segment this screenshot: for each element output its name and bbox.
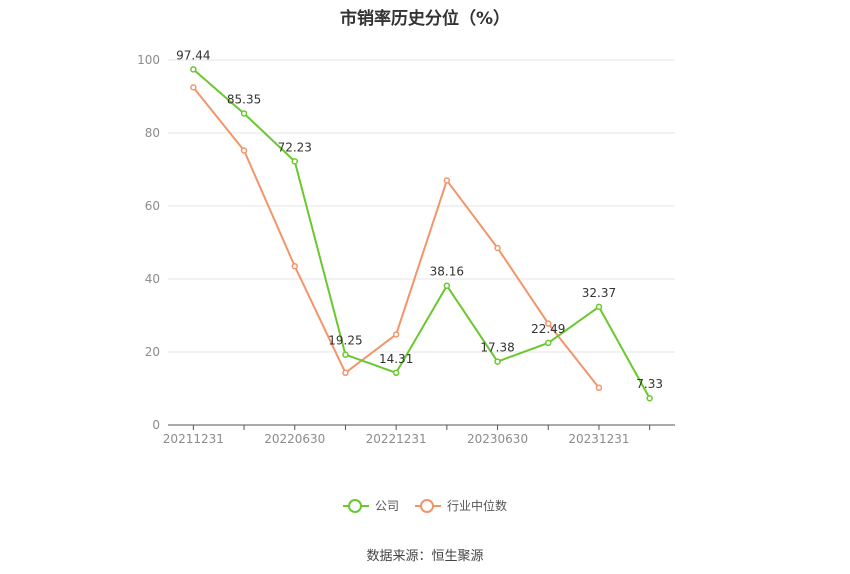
data-label: 22.49 <box>531 322 565 336</box>
legend-company-symbol-icon <box>342 498 369 513</box>
axes: 0 20 40 60 80 100 20211231 20220630 20221231 2023… <box>137 53 675 446</box>
series-points <box>190 66 653 402</box>
legend-item-industry[interactable]: 行业中位数 <box>415 497 507 514</box>
data-point-industry <box>545 320 552 327</box>
legend-industry-symbol-icon <box>415 498 441 513</box>
data-label: 7.33 <box>636 377 663 391</box>
data-label: 85.35 <box>227 92 261 106</box>
data-point-company <box>443 282 451 289</box>
x-tick-label: 20221231 <box>366 432 427 446</box>
data-point-company <box>190 66 197 73</box>
data-point-industry <box>595 384 603 392</box>
data-label: 72.23 <box>278 140 312 154</box>
gridlines <box>168 59 675 353</box>
chart-title: 市销率历史分位（%） <box>339 9 511 29</box>
legend: 公司 行业中位数 <box>0 497 850 514</box>
data-point-company <box>392 369 400 377</box>
data-point-company <box>646 394 653 402</box>
y-tick-label: 80 <box>145 126 160 140</box>
data-point-company <box>595 303 603 311</box>
y-tick-label: 0 <box>152 418 160 432</box>
data-point-company <box>291 158 298 165</box>
y-tick-label: 60 <box>145 199 160 213</box>
data-label: 19.25 <box>328 334 362 348</box>
data-label: 97.44 <box>176 48 210 62</box>
line-chart: 0 20 40 60 80 100 20211231 20220630 20221231 2023… <box>137 48 675 446</box>
data-label: 38.16 <box>430 265 464 279</box>
data-point-industry <box>291 262 298 270</box>
y-tick-label: 40 <box>145 272 160 286</box>
series-line-company <box>192 68 651 399</box>
data-label: 14.31 <box>379 352 413 366</box>
y-tick-label: 20 <box>145 345 160 359</box>
data-point-industry <box>240 147 248 154</box>
x-tick-label: 20220630 <box>264 432 325 446</box>
data-point-company <box>494 358 501 365</box>
data-point-industry <box>342 369 349 377</box>
series-line-industry <box>192 86 600 389</box>
data-labels: 97.44 85.35 72.23 19.25 14.31 38.16 17.38 22.49… <box>176 48 663 391</box>
legend-item-company[interactable]: 公司 <box>342 497 399 514</box>
legend-company-label: 公司 <box>374 499 399 513</box>
data-point-industry <box>443 177 451 184</box>
data-source: 数据来源：恒生聚源 <box>366 549 484 564</box>
data-point-company <box>545 339 552 347</box>
data-point-industry <box>494 244 501 252</box>
x-tick-label: 20231231 <box>568 432 629 446</box>
data-label: 32.37 <box>582 286 616 300</box>
data-point-company <box>342 351 349 358</box>
x-tick-label: 20211231 <box>163 432 224 446</box>
legend-industry-label: 行业中位数 <box>447 499 508 513</box>
x-tick-label: 20230630 <box>467 432 528 446</box>
data-point-industry <box>190 84 197 91</box>
data-point-industry <box>392 331 400 338</box>
data-point-company <box>240 110 248 117</box>
data-label: 17.38 <box>480 341 514 355</box>
y-tick-label: 100 <box>137 53 160 67</box>
series-lines <box>192 68 651 399</box>
